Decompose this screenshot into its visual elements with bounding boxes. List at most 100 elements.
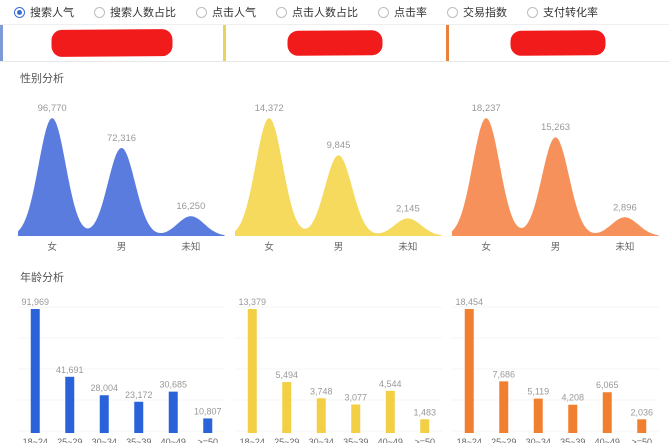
bar-18~24 [247, 309, 257, 433]
bar-40~49 [168, 391, 178, 433]
radio-selected-icon[interactable] [14, 6, 25, 18]
metric-radio-label: 交易指数 [463, 7, 507, 19]
keyword-accent-bar [446, 25, 449, 61]
radio-unselected-icon[interactable] [447, 6, 458, 18]
peak-value-label: 2,145 [396, 203, 420, 214]
radio-unselected-icon[interactable] [378, 6, 389, 18]
age-chart-keyword-2: 13,379 18~24 5,494 25~29 3,748 30~34 3,077 35~3… [235, 291, 442, 443]
category-label: 18~24 [457, 437, 482, 443]
category-label: 女 [264, 241, 274, 253]
redacted-keyword-text [52, 30, 171, 56]
peak-value-label: 18,237 [472, 103, 501, 114]
bar-value-label: 41,691 [56, 365, 84, 375]
area-series [452, 118, 659, 236]
category-label: 未知 [615, 241, 634, 253]
age-charts-row: 91,969 18~24 41,691 25~29 28,004 30~34 23,172 3… [0, 291, 669, 443]
radio-unselected-icon[interactable] [94, 6, 105, 18]
metric-radio-bar: 搜索人气 搜索人数占比 点击人气 点击人数占比 点击率 交易指数 支付转化率 [0, 0, 669, 24]
gender-area-chart: 18,237 女 15,263 男 2,896 未知 [452, 103, 659, 253]
keyword-accent-bar [0, 25, 3, 61]
redacted-keyword-text [288, 31, 381, 55]
category-label: 35~39 [343, 437, 368, 443]
metric-radio-4[interactable]: 点击人数占比 [276, 4, 358, 20]
category-label: 25~29 [274, 437, 299, 443]
bar-18~24 [30, 309, 40, 433]
category-label: 未知 [181, 241, 200, 253]
metric-radio-3[interactable]: 点击人气 [196, 4, 256, 20]
bar-40~49 [602, 392, 612, 433]
metric-radio-label: 搜索人气 [30, 7, 74, 19]
age-bar-chart: 13,379 18~24 5,494 25~29 3,748 30~34 3,077 35~3… [235, 297, 442, 443]
age-section-title: 年龄分析 [20, 272, 64, 284]
age-chart-keyword-1: 91,969 18~24 41,691 25~29 28,004 30~34 23,172 3… [18, 291, 225, 443]
peak-value-label: 16,250 [176, 201, 205, 212]
bar->=50 [203, 418, 213, 433]
category-label: 男 [551, 242, 561, 253]
bar->=50 [420, 419, 430, 433]
age-bar-chart: 91,969 18~24 41,691 25~29 28,004 30~34 23,172 3… [18, 297, 225, 443]
bar-35~39 [351, 404, 361, 433]
gender-chart-keyword-2: 14,372 女 9,845 男 2,145 未知 [235, 92, 442, 261]
gender-charts-row: 96,770 女 72,316 男 16,250 未知 14,372 女 9,845 男 2,145… [0, 92, 669, 261]
category-label: 30~34 [309, 437, 334, 443]
keyword-accent-bar [223, 25, 226, 61]
bar-value-label: 4,544 [379, 379, 402, 389]
bar-35~39 [134, 401, 144, 433]
bar-value-label: 2,036 [630, 407, 653, 417]
peak-value-label: 9,845 [327, 140, 351, 151]
category-label: 30~34 [92, 437, 117, 443]
bar-value-label: 23,172 [125, 390, 153, 400]
category-label: >=50 [197, 437, 218, 443]
keyword-tab-3[interactable] [446, 25, 669, 61]
peak-value-label: 96,770 [38, 103, 67, 114]
age-chart-keyword-3: 18,454 18~24 7,686 25~29 5,119 30~34 4,208 35~3… [452, 291, 659, 443]
radio-unselected-icon[interactable] [527, 6, 538, 18]
gender-area-chart: 14,372 女 9,845 男 2,145 未知 [235, 103, 442, 253]
bar-value-label: 3,748 [310, 386, 333, 396]
metric-radio-label: 点击人数占比 [292, 7, 358, 19]
keyword-tab-1[interactable] [0, 25, 223, 61]
category-label: 30~34 [526, 437, 551, 443]
bar-25~29 [65, 376, 75, 433]
bar-value-label: 13,379 [238, 297, 266, 307]
age-bar-chart: 18,454 18~24 7,686 25~29 5,119 30~34 4,208 35~3… [452, 297, 659, 443]
metric-radio-label: 搜索人数占比 [110, 7, 176, 19]
redacted-keyword-text [511, 31, 604, 55]
radio-unselected-icon[interactable] [196, 6, 207, 18]
category-label: 35~39 [560, 437, 585, 443]
category-label: 25~29 [491, 437, 516, 443]
bar-value-label: 5,494 [275, 370, 298, 380]
bar-value-label: 6,065 [596, 380, 619, 390]
metric-radio-7[interactable]: 支付转化率 [527, 4, 598, 20]
category-label: 18~24 [240, 437, 265, 443]
bar-value-label: 91,969 [21, 297, 49, 307]
bar-value-label: 18,454 [455, 297, 483, 307]
keyword-tabs-strip [0, 24, 669, 62]
gender-chart-keyword-1: 96,770 女 72,316 男 16,250 未知 [18, 92, 225, 261]
area-series [18, 118, 225, 236]
metric-radio-5[interactable]: 点击率 [378, 4, 427, 20]
category-label: >=50 [631, 437, 652, 443]
bar-value-label: 1,483 [413, 407, 436, 417]
category-label: 未知 [398, 241, 417, 253]
metric-radio-6[interactable]: 交易指数 [447, 4, 507, 20]
peak-value-label: 15,263 [541, 122, 570, 133]
category-label: 男 [334, 242, 344, 253]
bar-value-label: 28,004 [90, 383, 118, 393]
gender-chart-keyword-3: 18,237 女 15,263 男 2,896 未知 [452, 92, 659, 261]
category-label: 40~49 [378, 437, 403, 443]
metric-radio-1[interactable]: 搜索人气 [14, 4, 74, 20]
bar-30~34 [316, 398, 326, 433]
bar-18~24 [464, 309, 474, 433]
bar-value-label: 4,208 [561, 393, 584, 403]
bar-35~39 [568, 404, 578, 433]
category-label: 35~39 [126, 437, 151, 443]
category-label: 18~24 [23, 437, 48, 443]
keyword-tab-2[interactable] [223, 25, 446, 61]
bar-value-label: 5,119 [527, 387, 549, 397]
metric-radio-2[interactable]: 搜索人数占比 [94, 4, 176, 20]
bar-value-label: 30,685 [159, 380, 187, 390]
radio-unselected-icon[interactable] [276, 6, 287, 18]
area-series [235, 118, 442, 236]
